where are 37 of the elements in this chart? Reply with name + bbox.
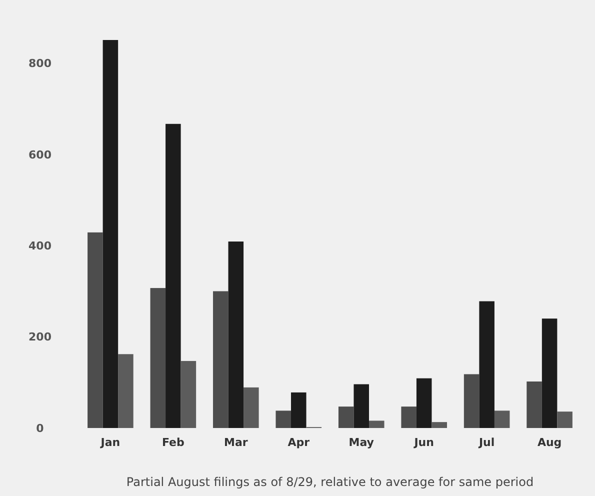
y-tick-label: 400	[28, 239, 52, 252]
text: Partial August filings as of 8/29, relative to average for same period	[126, 475, 534, 489]
bar	[244, 387, 259, 428]
bar	[150, 288, 166, 428]
bar	[494, 410, 510, 428]
bar	[88, 232, 103, 428]
x-tick-label: Feb	[162, 436, 184, 449]
bar	[354, 384, 369, 428]
bar	[542, 318, 558, 428]
bar	[479, 301, 494, 428]
bar	[432, 422, 447, 428]
bar	[557, 412, 572, 428]
bar	[416, 378, 432, 428]
x-tick-label: Apr	[288, 436, 310, 449]
bar	[464, 374, 480, 428]
y-tick-label: 0	[36, 422, 44, 435]
bar	[228, 242, 244, 428]
y-tick-label: 800	[28, 57, 52, 70]
bar	[526, 381, 542, 428]
bar	[276, 410, 292, 428]
bar	[166, 124, 181, 428]
bar	[291, 392, 306, 428]
bar	[213, 291, 228, 428]
x-tick-label: May	[348, 436, 374, 449]
x-tick-label: Aug	[537, 436, 562, 449]
x-tick-label: Jun	[413, 436, 434, 449]
x-tick-label: Jan	[100, 436, 120, 449]
bar	[180, 360, 196, 428]
bar	[369, 420, 384, 428]
bar	[102, 40, 118, 428]
bar	[338, 406, 354, 428]
bar	[401, 406, 416, 428]
bar	[118, 354, 134, 428]
x-tick-label: Jul	[478, 436, 495, 449]
y-tick-label: 200	[28, 330, 52, 344]
y-tick-label: 600	[28, 148, 52, 162]
x-tick-label: Mar	[224, 436, 248, 449]
